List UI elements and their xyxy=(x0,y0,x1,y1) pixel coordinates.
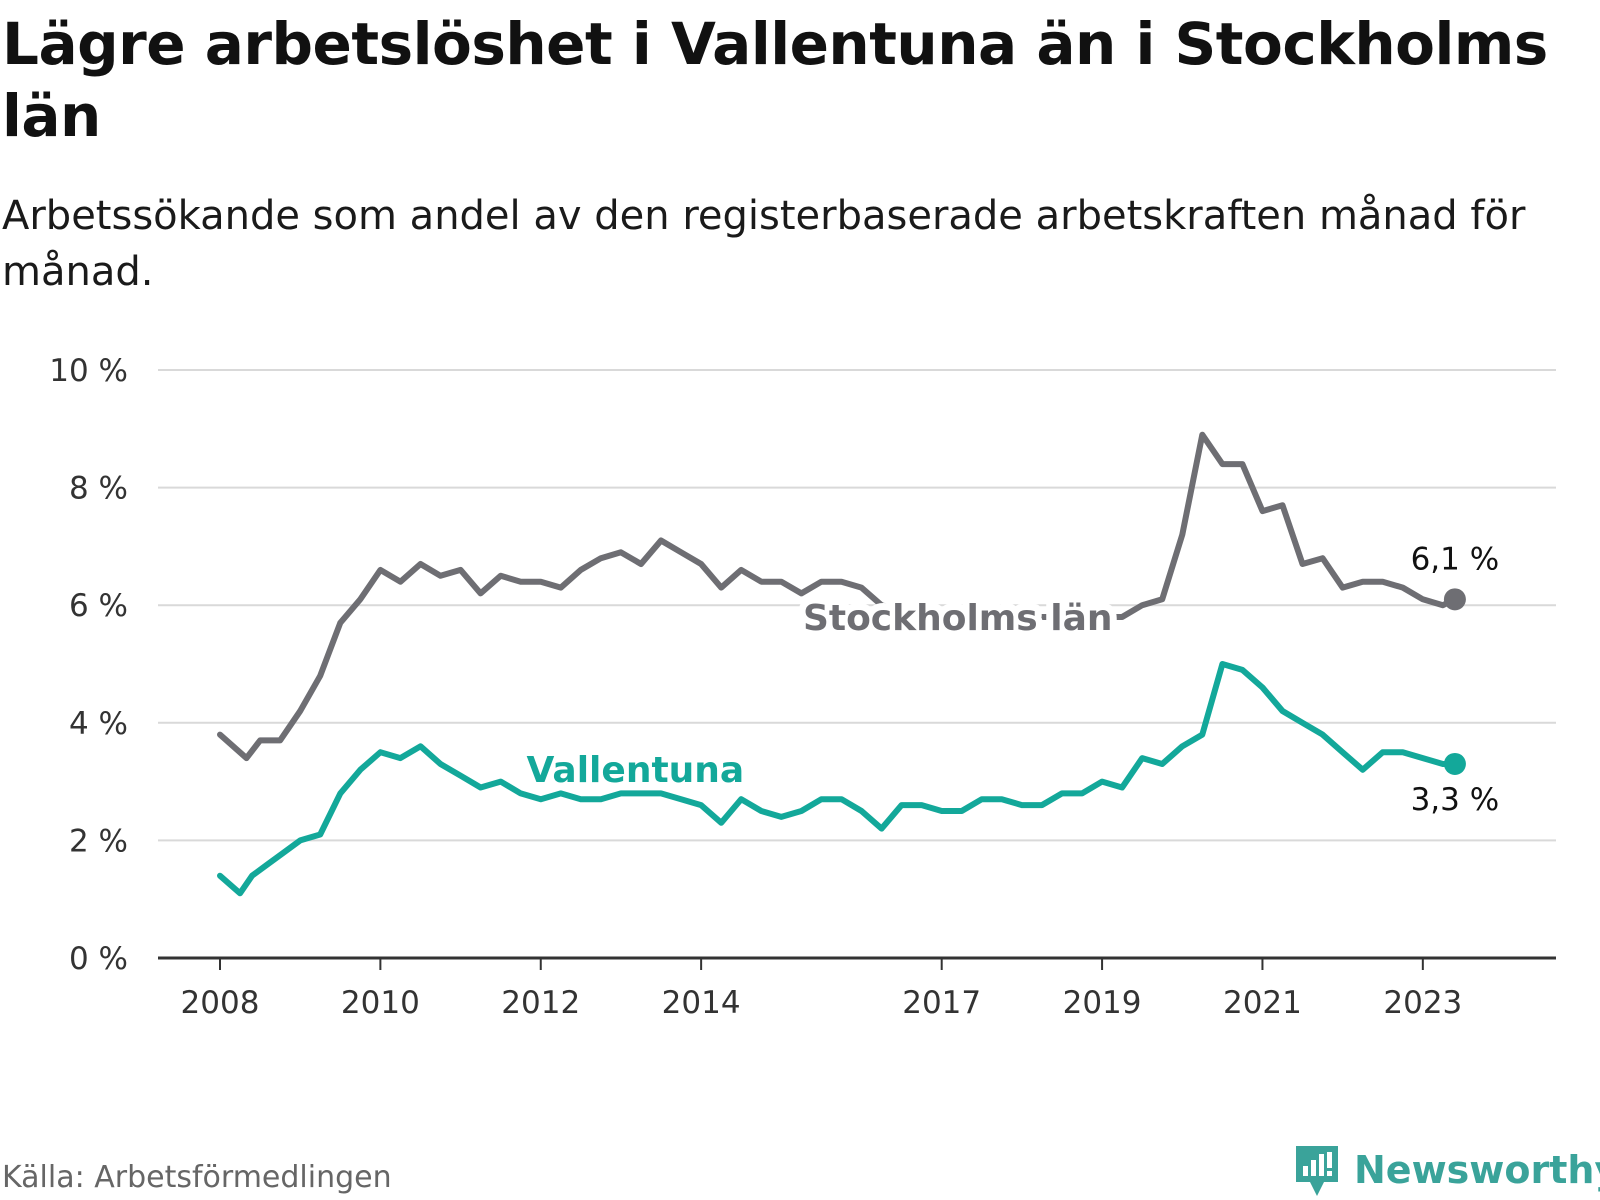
y-tick-label: 2 % xyxy=(69,823,128,859)
y-tick-label: 6 % xyxy=(69,588,128,624)
x-tick-label: 2010 xyxy=(341,985,420,1021)
y-tick-label: 8 % xyxy=(69,471,128,507)
brand-name: Newsworthy xyxy=(1354,1148,1600,1192)
x-tick-label: 2012 xyxy=(501,985,580,1021)
series-end-point-vallentuna xyxy=(1443,752,1466,775)
y-tick-label: 0 % xyxy=(69,941,128,977)
series-line-stockholms-l-n xyxy=(217,431,1458,762)
x-tick-label: 2021 xyxy=(1223,985,1302,1021)
source-note: Källa: Arbetsförmedlingen xyxy=(2,1160,392,1195)
y-tick-label: 4 % xyxy=(69,706,128,742)
chart-title: Lägre arbetslöshet i Vallentuna än i Sto… xyxy=(2,10,1548,150)
x-tick-label: 2023 xyxy=(1383,985,1462,1021)
series-label-vallentuna: Vallentuna xyxy=(527,750,745,791)
newsworthy-logo-icon xyxy=(1296,1146,1338,1196)
series-label-stockholms-l-n: Stockholms län xyxy=(803,598,1113,639)
series-line-vallentuna xyxy=(217,661,1458,897)
chart-subtitle: Arbetssökande som andel av den registerb… xyxy=(2,193,1526,295)
series-end-point-stockholms-l-n xyxy=(1443,588,1466,611)
series-end-label-vallentuna: 3,3 % xyxy=(1411,782,1500,818)
x-tick-label: 2014 xyxy=(662,985,741,1021)
brand-logo-group[interactable]: Newsworthy xyxy=(1292,1140,1600,1200)
x-tick-label: 2008 xyxy=(181,985,260,1021)
x-tick-label: 2019 xyxy=(1063,985,1142,1021)
y-tick-label: 10 % xyxy=(49,353,128,389)
series-end-label-stockholms-l-n: 6,1 % xyxy=(1411,541,1500,577)
x-tick-label: 2017 xyxy=(902,985,981,1021)
